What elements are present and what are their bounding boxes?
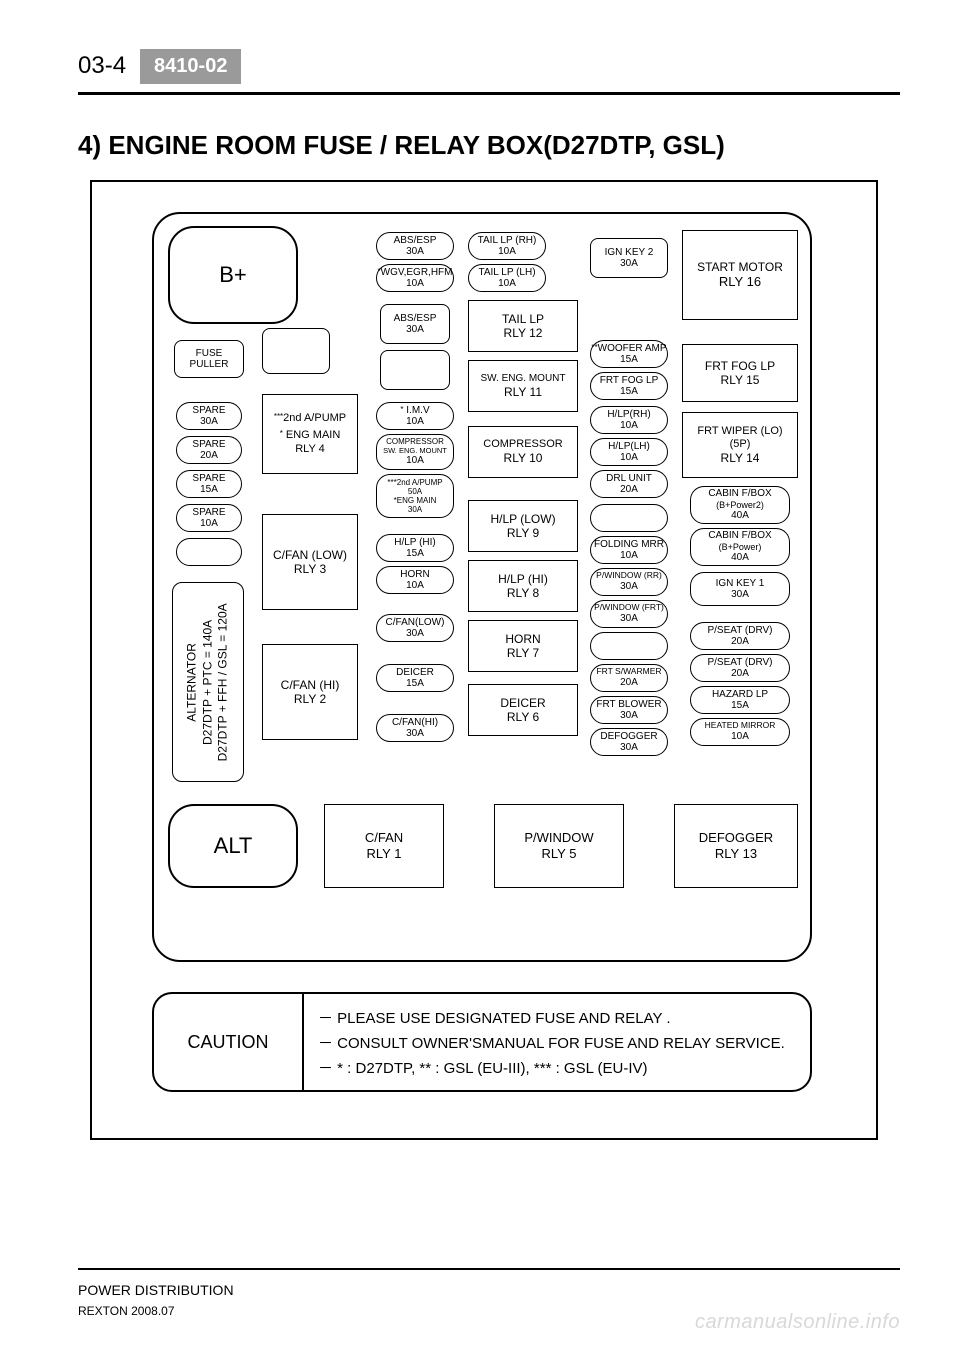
drl-unit: DRL UNIT20A xyxy=(590,470,668,498)
footer-rule xyxy=(78,1268,900,1270)
imv-10a: * I.M.V 10A xyxy=(376,402,454,430)
caution-box: CAUTION － PLEASE USE DESIGNATED FUSE AND… xyxy=(152,992,812,1092)
page-title: 4) ENGINE ROOM FUSE / RELAY BOX(D27DTP, … xyxy=(78,130,725,161)
b-plus-block: B+ xyxy=(168,226,298,324)
ign-key-2: IGN KEY 230A xyxy=(590,238,668,278)
rly-11: SW. ENG. MOUNTRLY 11 xyxy=(468,360,578,412)
watermark: carmanualsonline.info xyxy=(695,1311,900,1334)
blank-fuse-1 xyxy=(380,350,450,390)
caution-body: － PLEASE USE DESIGNATED FUSE AND RELAY .… xyxy=(304,994,810,1090)
rly-1: C/FAN RLY 1 xyxy=(324,804,444,888)
pseat-drv-2: P/SEAT (DRV)20A xyxy=(690,654,790,682)
rly-14: FRT WIPER (LO) (5P) RLY 14 xyxy=(682,412,798,478)
abs-esp-30a-2: ABS/ESP30A xyxy=(380,304,450,344)
compressor-eng-mount-10a: COMPRESSOR SW. ENG. MOUNT 10A xyxy=(376,434,454,470)
ign-key-1: IGN KEY 130A xyxy=(690,572,790,606)
spare-20a: SPARE20A xyxy=(176,436,242,464)
page: 03-4 8410-02 4) ENGINE ROOM FUSE / RELAY… xyxy=(0,0,960,1358)
caution-label: CAUTION xyxy=(154,994,304,1090)
abs-esp-30a-1: ABS/ESP30A xyxy=(376,232,454,260)
2nd-apump-engmain: ***2nd A/PUMP 50A *ENG MAIN 30A xyxy=(376,474,454,518)
deicer-15a: DEICER15A xyxy=(376,664,454,692)
spare-15a: SPARE15A xyxy=(176,470,242,498)
hazard-lp: HAZARD LP15A xyxy=(690,686,790,714)
pwindow-frt: P/WINDOW (FRT)30A xyxy=(590,600,668,628)
rly-6: DEICERRLY 6 xyxy=(468,684,578,736)
horn-10a: HORN10A xyxy=(376,566,454,594)
alternator-block: ALTERNATOR D27DTP + PTC = 140A D27DTP + … xyxy=(172,582,244,782)
hlp-rh: H/LP(RH)10A xyxy=(590,406,668,434)
rly-15: FRT FOG LP RLY 15 xyxy=(682,344,798,402)
pseat-drv-1: P/SEAT (DRV)20A xyxy=(690,622,790,650)
page-number: 03-4 xyxy=(78,52,126,80)
cabin-fbox-1: CABIN F/BOX (B+Power) 40A xyxy=(690,528,790,566)
rly-13: DEFOGGER RLY 13 xyxy=(674,804,798,888)
pwindow-rr: P/WINDOW (RR)30A xyxy=(590,568,668,596)
hlp-hi-15a: H/LP (HI)15A xyxy=(376,534,454,562)
alternator-text: ALTERNATOR D27DTP + PTC = 140A D27DTP + … xyxy=(185,603,232,761)
blank-fuse-c5 xyxy=(590,504,668,532)
blank-fuse-c5-2 xyxy=(590,632,668,660)
frt-blower: FRT BLOWER30A xyxy=(590,696,668,724)
rly-5: P/WINDOW RLY 5 xyxy=(494,804,624,888)
hlp-lh: H/LP(LH)10A xyxy=(590,438,668,466)
defogger-30a: DEFOGGER30A xyxy=(590,728,668,756)
tail-lp-rh: TAIL LP (RH)10A xyxy=(468,232,546,260)
spare-30a: SPARE30A xyxy=(176,402,242,430)
b-plus-label: B+ xyxy=(219,262,247,288)
wgv-egr-hfm: *WGV,EGR,HFM 10A xyxy=(376,264,454,292)
cabin-fbox-2: CABIN F/BOX (B+Power2) 40A xyxy=(690,486,790,524)
caution-line-3: － * : D27DTP, ** : GSL (EU-III), *** : G… xyxy=(318,1057,796,1078)
footer-title: POWER DISTRIBUTION xyxy=(78,1282,234,1298)
folding-mrr: FOLDING MRR10A xyxy=(590,536,668,564)
footer-sub: REXTON 2008.07 xyxy=(78,1304,175,1318)
frt-swarmer: FRT S/WARMER20A xyxy=(590,664,668,692)
spare-blank xyxy=(176,538,242,566)
header: 03-4 8410-02 xyxy=(78,48,241,84)
woofer-amp: **WOOFER AMP 15A xyxy=(590,340,668,368)
rly-3: C/FAN (LOW) RLY 3 xyxy=(262,514,358,610)
rly-2: C/FAN (HI) RLY 2 xyxy=(262,644,358,740)
rly-7: HORNRLY 7 xyxy=(468,620,578,672)
spare-10a: SPARE10A xyxy=(176,504,242,532)
frt-fog-lp-15a: FRT FOG LP15A xyxy=(590,372,668,400)
alt-label: ALT xyxy=(214,833,253,859)
fuse-puller: FUSE PULLER xyxy=(174,340,244,378)
fusebox-outline: B+ FUSE PULLER SPARE30A SPARE20A SPARE15… xyxy=(152,212,812,962)
cfan-low-30a: C/FAN(LOW)30A xyxy=(376,614,454,642)
tail-lp-lh: TAIL LP (LH)10A xyxy=(468,264,546,292)
header-rule xyxy=(78,92,900,95)
diagram-frame: B+ FUSE PULLER SPARE30A SPARE20A SPARE15… xyxy=(90,180,878,1140)
rly-16: START MOTOR RLY 16 xyxy=(682,230,798,320)
rly-9: H/LP (LOW)RLY 9 xyxy=(468,500,578,552)
alt-block: ALT xyxy=(168,804,298,888)
rly-8: H/LP (HI)RLY 8 xyxy=(468,560,578,612)
caution-line-1: － PLEASE USE DESIGNATED FUSE AND RELAY . xyxy=(318,1007,796,1028)
caution-line-2: － CONSULT OWNER'SMANUAL FOR FUSE AND REL… xyxy=(318,1032,796,1053)
rly-10: COMPRESSORRLY 10 xyxy=(468,426,578,478)
rly-12: TAIL LPRLY 12 xyxy=(468,300,578,352)
blank-relay-top xyxy=(262,328,330,374)
cfan-hi-30a: C/FAN(HI)30A xyxy=(376,714,454,742)
heated-mirror: HEATED MIRROR10A xyxy=(690,718,790,746)
rly-4: ***2nd A/PUMP * ENG MAIN RLY 4 xyxy=(262,394,358,474)
section-chip: 8410-02 xyxy=(140,49,241,84)
